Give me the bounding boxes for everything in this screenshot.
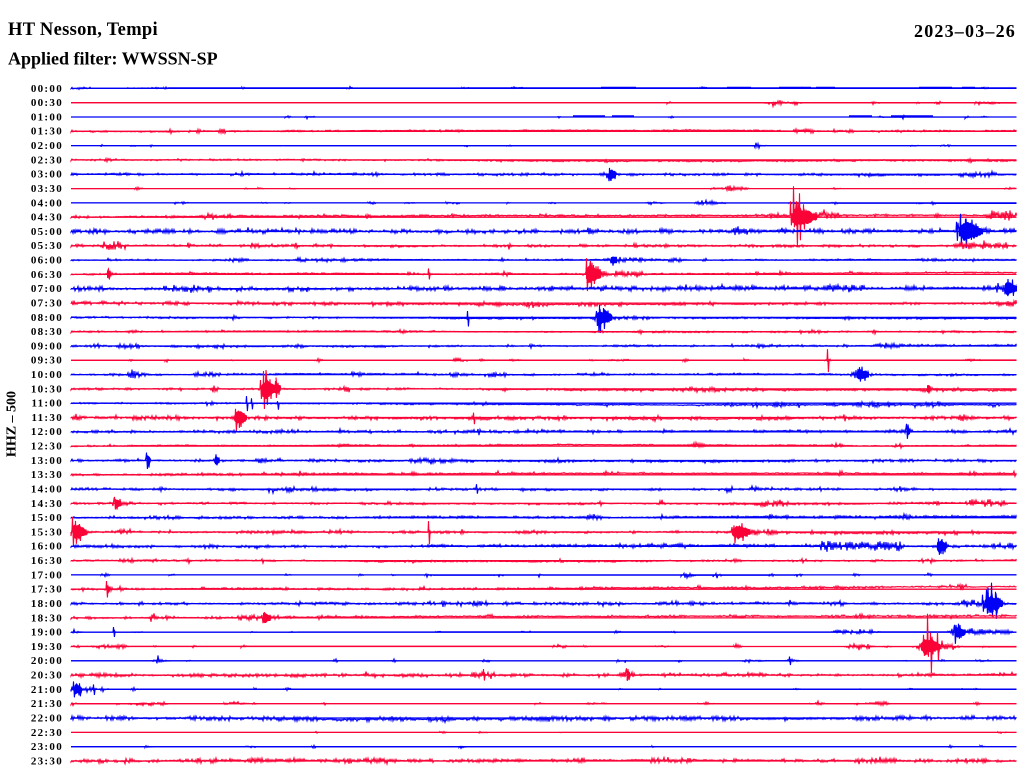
svg-text:01:00: 01:00	[31, 111, 63, 123]
svg-text:10:30: 10:30	[31, 383, 63, 395]
svg-text:18:00: 18:00	[31, 598, 63, 610]
svg-text:14:30: 14:30	[31, 498, 63, 510]
svg-text:15:30: 15:30	[31, 526, 63, 538]
svg-text:22:00: 22:00	[31, 712, 63, 724]
svg-text:15:00: 15:00	[31, 512, 63, 524]
svg-text:12:00: 12:00	[31, 426, 63, 438]
svg-text:Applied filter: WWSSN-SP: Applied filter: WWSSN-SP	[8, 49, 218, 69]
svg-text:13:30: 13:30	[31, 469, 63, 481]
svg-text:2023–03–26: 2023–03–26	[914, 21, 1016, 41]
svg-text:07:00: 07:00	[31, 283, 63, 295]
svg-text:HHZ – 500: HHZ – 500	[5, 391, 20, 457]
svg-text:04:00: 04:00	[31, 197, 63, 209]
svg-text:10:00: 10:00	[31, 369, 63, 381]
svg-text:19:30: 19:30	[31, 641, 63, 653]
svg-text:20:30: 20:30	[31, 670, 63, 682]
svg-text:16:00: 16:00	[31, 541, 63, 553]
svg-text:23:00: 23:00	[31, 741, 63, 753]
svg-text:08:00: 08:00	[31, 312, 63, 324]
svg-text:02:30: 02:30	[31, 154, 63, 166]
svg-text:03:00: 03:00	[31, 169, 63, 181]
svg-text:01:30: 01:30	[31, 126, 63, 138]
svg-text:06:30: 06:30	[31, 269, 63, 281]
svg-text:00:00: 00:00	[31, 83, 63, 95]
svg-text:14:00: 14:00	[31, 484, 63, 496]
svg-text:21:30: 21:30	[31, 698, 63, 710]
svg-text:02:00: 02:00	[31, 140, 63, 152]
svg-text:11:00: 11:00	[31, 398, 63, 410]
svg-text:05:00: 05:00	[31, 226, 63, 238]
svg-text:03:30: 03:30	[31, 183, 63, 195]
svg-text:23:30: 23:30	[31, 755, 63, 767]
svg-text:05:30: 05:30	[31, 240, 63, 252]
svg-text:06:00: 06:00	[31, 255, 63, 267]
svg-text:19:00: 19:00	[31, 627, 63, 639]
svg-text:22:30: 22:30	[31, 727, 63, 739]
svg-text:00:30: 00:30	[31, 97, 63, 109]
svg-text:07:30: 07:30	[31, 297, 63, 309]
svg-text:09:00: 09:00	[31, 340, 63, 352]
svg-text:16:30: 16:30	[31, 555, 63, 567]
svg-text:20:00: 20:00	[31, 655, 63, 667]
svg-text:04:30: 04:30	[31, 212, 63, 224]
svg-text:12:30: 12:30	[31, 441, 63, 453]
svg-text:18:30: 18:30	[31, 612, 63, 624]
svg-text:HT Nesson, Tempi: HT Nesson, Tempi	[8, 20, 158, 40]
svg-text:21:00: 21:00	[31, 684, 63, 696]
svg-text:17:00: 17:00	[31, 569, 63, 581]
svg-text:17:30: 17:30	[31, 584, 63, 596]
svg-text:09:30: 09:30	[31, 355, 63, 367]
svg-text:13:00: 13:00	[31, 455, 63, 467]
svg-text:11:30: 11:30	[31, 412, 63, 424]
svg-text:08:30: 08:30	[31, 326, 63, 338]
